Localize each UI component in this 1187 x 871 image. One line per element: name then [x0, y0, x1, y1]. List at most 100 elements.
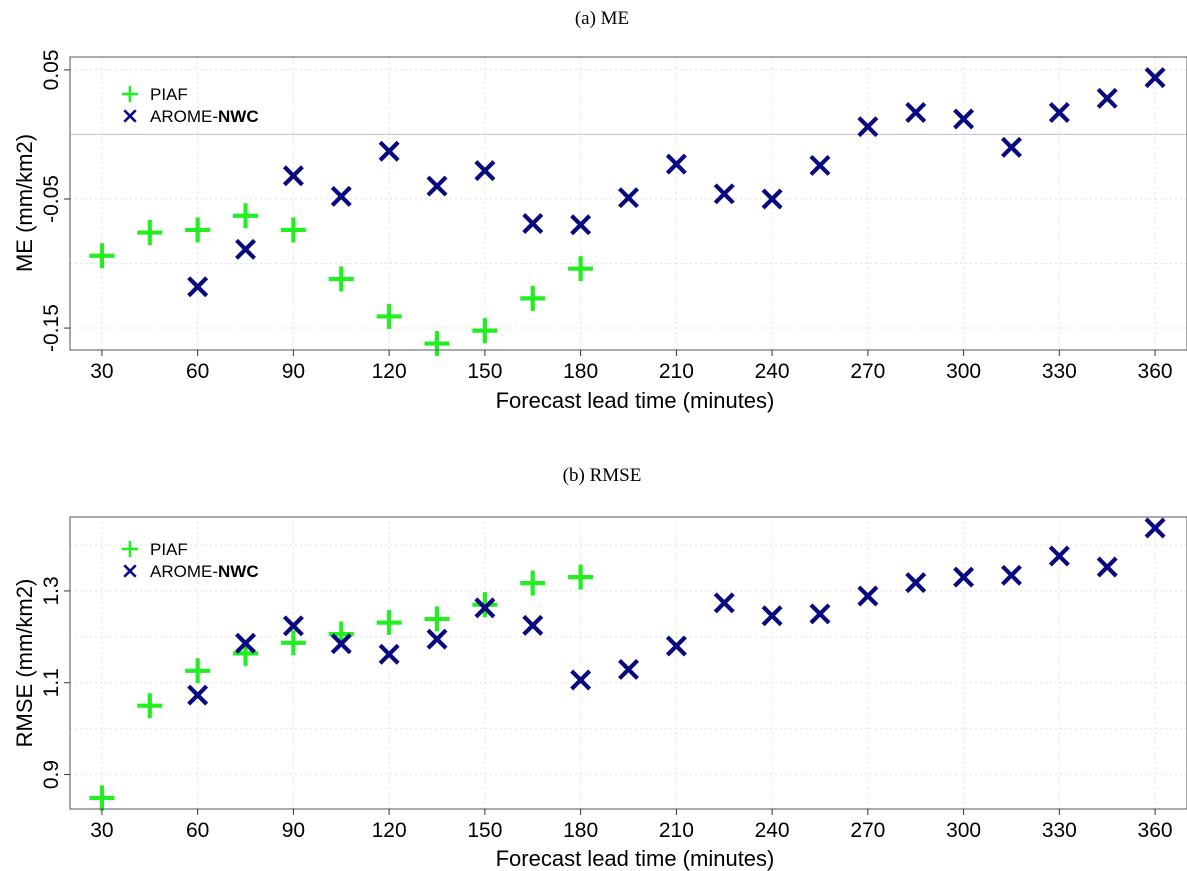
data-marks [89, 517, 1166, 811]
chart-title: (a) ME [575, 8, 629, 29]
arome-nwc-point [953, 566, 975, 588]
arome-nwc-point [1048, 545, 1070, 567]
arome-nwc-point [905, 572, 927, 594]
plot-frame [69, 516, 1187, 810]
x-tick-label: 240 [755, 360, 790, 383]
x-axis-label: Forecast lead time (minutes) [496, 846, 775, 871]
panel-me: (a) ME 30 60 90 120 150 180 210 240 270 300 330 360… [12, 8, 1187, 413]
x-tick-label: 210 [659, 360, 694, 383]
y-tick-label: 1.1 [40, 668, 63, 697]
piaf-point [424, 606, 450, 632]
x-tick-label: 210 [659, 819, 694, 842]
x-tick-label: 90 [282, 819, 305, 842]
arome-nwc-point [1144, 517, 1166, 539]
arome-nwc-point [857, 116, 879, 138]
x-tick-label: 60 [186, 819, 209, 842]
arome-nwc-point [330, 185, 352, 207]
x-tick-label: 330 [1042, 819, 1077, 842]
x-tick-label: 30 [90, 819, 113, 842]
arome-nwc-point [282, 165, 304, 187]
arome-nwc-point [1144, 67, 1166, 89]
x-tick-label: 150 [467, 819, 502, 842]
y-tick-label: 0.9 [40, 760, 63, 789]
x-tick-label: 270 [850, 360, 885, 383]
arome-nwc-point [570, 669, 592, 691]
arome-nwc-point [761, 605, 783, 627]
y-axis-label: RMSE (mm/km2) [12, 579, 37, 748]
x-tick-label: 360 [1138, 360, 1173, 383]
x-axis-label: Forecast lead time (minutes) [496, 388, 775, 413]
arome-nwc-point [665, 635, 687, 657]
piaf-point [472, 592, 498, 618]
data-marks [89, 67, 1166, 357]
legend-label-piaf: PIAF [150, 540, 188, 559]
arome-nwc-point [570, 214, 592, 236]
legend: PIAF AROME-NWC [122, 540, 259, 581]
x-tick-label: 300 [946, 360, 981, 383]
arome-nwc-point [618, 658, 639, 680]
arome-nwc-point [1096, 556, 1118, 578]
arome-nwc-point [378, 643, 400, 665]
arome-nwc-point [713, 592, 735, 614]
arome-nwc-point [426, 628, 448, 650]
piaf-point [328, 266, 354, 292]
piaf-point [89, 243, 115, 269]
piaf-point [280, 217, 306, 243]
x-tick-label: 180 [563, 360, 598, 383]
legend: PIAF AROME-NWC [122, 85, 259, 126]
x-tick-label: 270 [850, 819, 885, 842]
arome-nwc-point [809, 603, 831, 625]
x-tick-label: 60 [186, 360, 209, 383]
piaf-point [520, 570, 546, 596]
arome-nwc-point [426, 175, 448, 197]
arome-nwc-point [905, 102, 927, 123]
y-tick-label: 0.05 [40, 49, 63, 90]
arome-nwc-point [474, 160, 496, 182]
x-tick-label: 240 [755, 819, 790, 842]
legend-marker-piaf [122, 86, 138, 102]
piaf-point [568, 564, 594, 590]
arome-nwc-point [1000, 136, 1022, 158]
piaf-point [568, 256, 594, 282]
arome-nwc-point [857, 585, 879, 607]
legend-label-arome-nwc: AROME-NWC [150, 562, 259, 581]
arome-nwc-point [235, 632, 257, 654]
x-tick-label: 330 [1042, 360, 1077, 383]
x-tick-label: 150 [467, 360, 502, 383]
piaf-point [89, 785, 115, 811]
piaf-point [185, 217, 211, 243]
x-ticks: 30 60 90 120 150 180 210 240 270 300 330 360 [90, 350, 1173, 383]
legend-marker-piaf [122, 541, 138, 557]
arome-nwc-point [474, 597, 496, 619]
x-tick-label: 90 [282, 360, 305, 383]
arome-nwc-point [187, 684, 209, 706]
y-ticks: 0.05 -0.05 -0.15 [40, 49, 70, 352]
piaf-point [137, 220, 163, 246]
piaf-point [233, 203, 259, 229]
piaf-point [520, 285, 546, 311]
panel-rmse: (b) RMSE 30 60 90 120 150 180 210 240 270 300 330 3… [12, 465, 1187, 871]
x-ticks: 30 60 90 120 150 180 210 240 270 300 330 360 [90, 809, 1173, 842]
arome-nwc-point [618, 187, 639, 209]
arome-nwc-point [761, 188, 783, 210]
x-tick-label: 30 [90, 360, 113, 383]
arome-nwc-point [713, 183, 735, 205]
x-tick-label: 120 [372, 360, 407, 383]
y-axis-label: ME (mm/km2) [12, 134, 37, 272]
arome-nwc-point [282, 615, 304, 637]
arome-nwc-point [1096, 87, 1118, 109]
arome-nwc-point [1048, 102, 1070, 123]
arome-nwc-point [235, 238, 257, 260]
y-tick-label: 1.3 [40, 576, 63, 605]
piaf-point [137, 693, 163, 719]
piaf-point [376, 303, 402, 329]
piaf-point [185, 658, 211, 684]
x-tick-label: 300 [946, 819, 981, 842]
y-tick-label: -0.15 [40, 304, 63, 352]
piaf-point [376, 610, 402, 636]
plot-frame [69, 56, 1187, 351]
arome-nwc-point [809, 154, 831, 176]
piaf-point [424, 331, 450, 357]
arome-nwc-point [187, 276, 209, 298]
